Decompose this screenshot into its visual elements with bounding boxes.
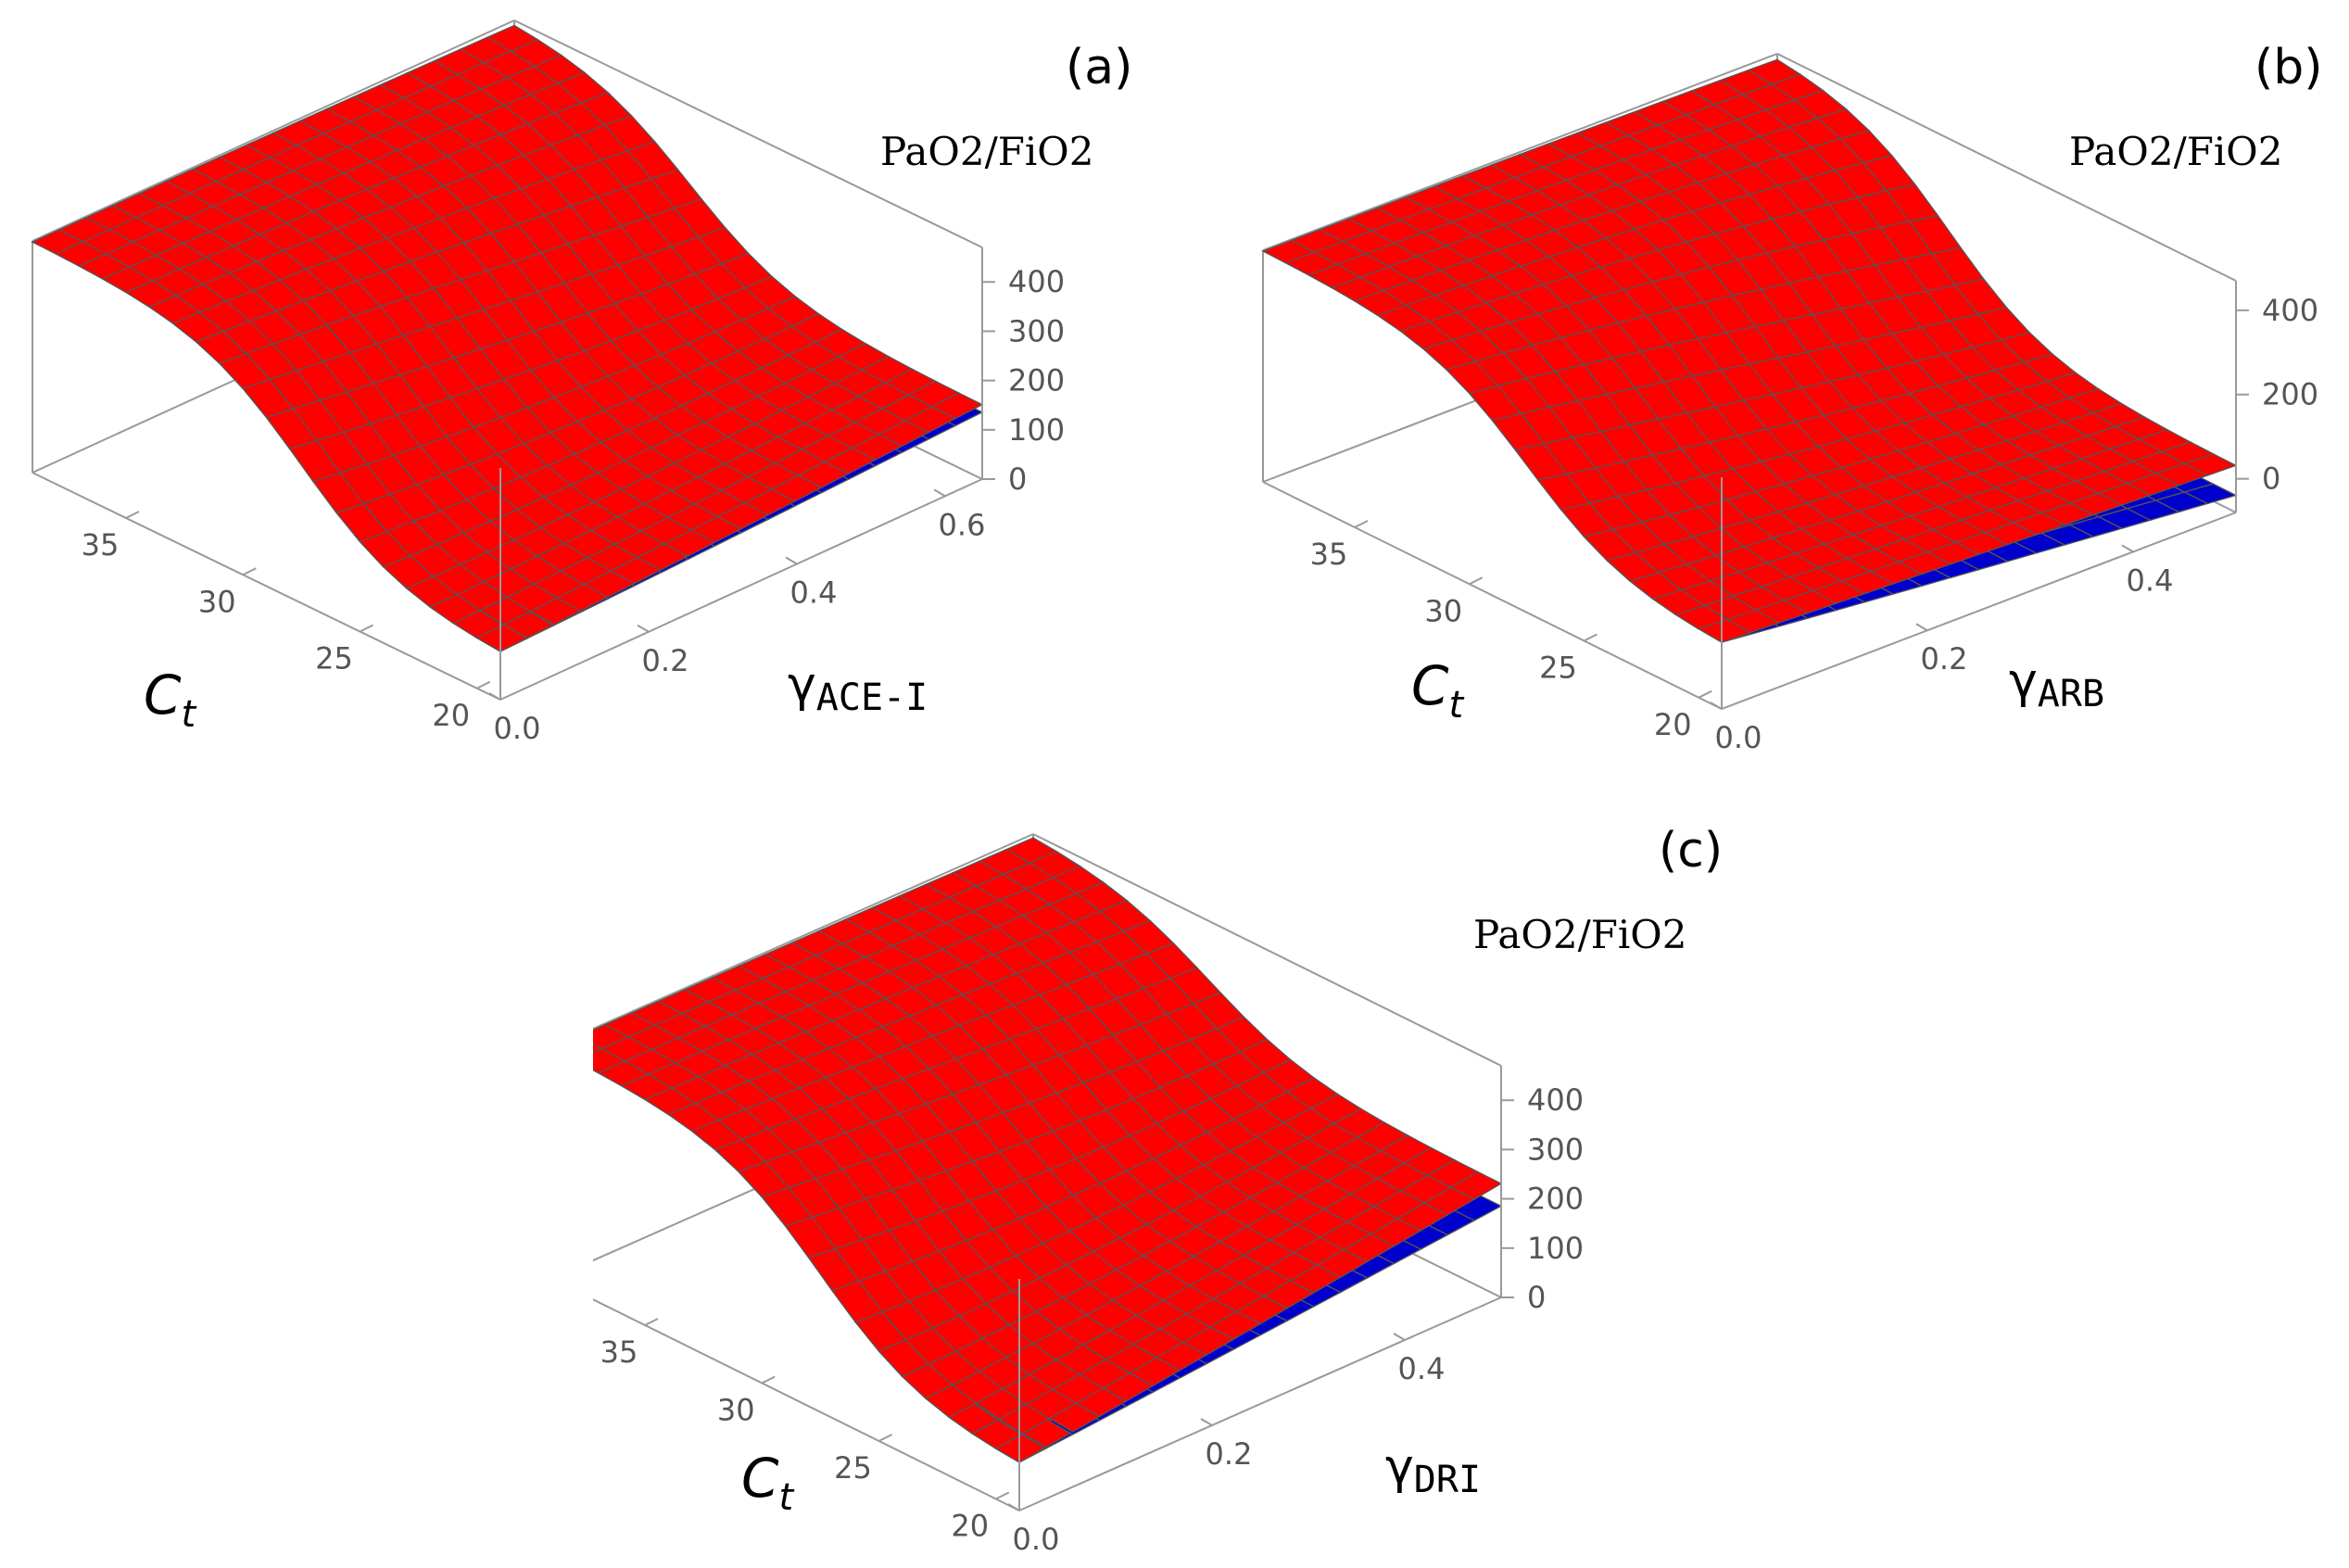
z-tick-label: 100 [1008,412,1065,448]
panel-a-box-front [32,247,983,701]
panel-b-xlabel: Ct [1411,654,1465,727]
z-tick-label: 400 [1527,1082,1584,1118]
x-tick-label: 20 [1654,707,1692,742]
y-tick-label: 0.4 [790,575,838,611]
x-tick-mark [1354,520,1369,528]
y-tick-label: 0.0 [1715,720,1762,755]
box-edge [1018,1296,1502,1511]
panel-b-zlabel: PaO2/FiO2 [2069,129,2282,174]
y-tick-mark [1200,1418,1213,1426]
x-tick-label: 30 [717,1393,755,1428]
panel-c-box-front [593,1066,1502,1511]
y-tick-mark [1007,1503,1020,1511]
y-tick-label: 0.6 [939,507,986,542]
panel-a-label: (a) [1066,40,1132,95]
y-tick-label: 0.0 [494,711,541,746]
y-tick-label: 0.2 [1921,641,1968,677]
panel-b-ylabel: γARB [2009,653,2104,715]
x-tick-label: 20 [951,1509,989,1544]
x-tick-label: 20 [432,698,470,733]
x-tick-label: 25 [1539,651,1577,686]
x-tick-mark [1469,576,1484,586]
panel-a-chart: 20 25 30 35 0.0 0.2 0.4 0.6 0 100 200 300 400 (a) Pa… [31,19,1132,746]
z-tick-label: 0 [1527,1280,1546,1315]
y-tick-mark [637,624,650,633]
x-tick-mark [1584,633,1598,642]
panel-a-ylabel: γACE-I [788,657,928,719]
x-tick-label: 35 [82,527,120,563]
z-tick-label: 300 [1527,1132,1584,1167]
z-tick-label: 200 [1527,1182,1584,1217]
panel-c-xlabel: Ct [741,1447,795,1519]
z-tick-label: 300 [1008,313,1065,348]
y-tick-mark [1915,623,1928,632]
x-tick-mark [1698,689,1712,699]
z-tick-label: 0 [2262,462,2280,497]
x-tick-label: 30 [1424,593,1462,628]
box-edge [1262,53,1778,251]
panel-b-chart: 20 25 30 35 0.0 0.2 0.4 0 200 400 (b) PaO2/FiO2 C… [1260,40,2323,755]
y-tick-label: 0.2 [1206,1436,1253,1472]
x-tick-label: 25 [834,1450,872,1486]
panel-a-ticks: 20 25 30 35 0.0 0.2 0.4 0.6 0 100 200 300 400 [82,264,1065,746]
box-edge [32,472,501,701]
y-tick-mark [785,556,798,565]
x-tick-mark [995,1491,1010,1500]
panel-c-label: (c) [1659,823,1723,879]
box-edge [1721,512,2237,710]
box-edge [513,19,983,248]
box-edge [499,478,983,701]
y-tick-label: 0.4 [1398,1351,1446,1386]
x-tick-label: 35 [1310,537,1348,572]
y-tick-label: 0.2 [642,643,689,678]
z-tick-label: 400 [2262,293,2318,328]
z-tick-label: 400 [1008,264,1065,299]
x-tick-mark [360,624,373,633]
x-tick-mark [644,1318,659,1326]
x-tick-label: 30 [198,584,236,619]
panel-c-ylabel: γDRI [1385,1439,1481,1501]
z-tick-label: 200 [1008,363,1065,398]
x-tick-mark [242,567,257,576]
y-tick-label: 0.0 [1013,1522,1060,1557]
panel-a-xlabel: Ct [144,664,197,736]
x-tick-mark [761,1375,776,1385]
x-tick-mark [125,511,140,519]
panel-a-surfaces [31,24,984,652]
y-tick-mark [1393,1333,1406,1341]
panel-c-surfaces [593,837,1503,1463]
x-tick-label: 25 [315,641,353,677]
y-tick-mark [1710,702,1723,710]
box-edge [593,1298,1020,1511]
x-tick-label: 35 [600,1334,638,1370]
x-tick-mark [878,1434,892,1442]
box-edge [32,19,515,242]
red-surface-patch [1697,618,1752,643]
y-tick-mark [488,692,501,701]
x-tick-mark [476,680,491,689]
box-edge [1032,833,1502,1067]
panel-b-box-front [1262,281,2237,710]
panel-c-chart: 20 25 30 35 0.0 0.2 0.4 0 100 200 300 400 (c) PaO2/… [593,823,1723,1557]
panel-b-ticks: 20 25 30 35 0.0 0.2 0.4 0 200 400 [1310,293,2318,755]
z-tick-label: 0 [1008,462,1027,497]
box-edge [1262,481,1723,710]
panel-c-zlabel: PaO2/FiO2 [1473,912,1686,957]
box-edge [593,833,1034,1031]
panel-b-surfaces [1260,58,2238,643]
y-tick-mark [2121,544,2134,553]
z-tick-label: 200 [2262,377,2318,412]
z-tick-label: 100 [1527,1231,1584,1266]
panel-b-label: (b) [2254,40,2323,95]
panel-a-zlabel: PaO2/FiO2 [880,129,1093,174]
panel-c-ticks: 20 25 30 35 0.0 0.2 0.4 0 100 200 300 400 [600,1082,1584,1557]
box-edge [1776,53,2237,282]
y-tick-label: 0.4 [2127,563,2174,598]
y-tick-mark [933,488,946,498]
